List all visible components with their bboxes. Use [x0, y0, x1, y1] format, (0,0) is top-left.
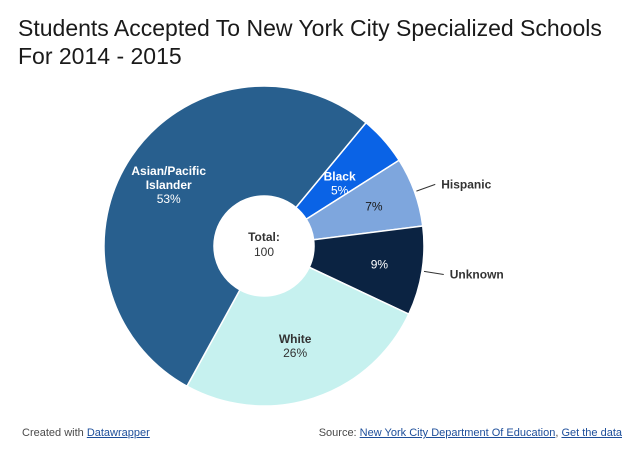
- chart-title: Students Accepted To New York City Speci…: [18, 15, 602, 69]
- leader-line-hispanic: [416, 183, 436, 192]
- slice-name-asian-pacific-islander-2: Islander: [146, 178, 192, 192]
- footer-credit: Created with Datawrapper: [22, 427, 150, 439]
- datawrapper-link[interactable]: Datawrapper: [86, 427, 150, 439]
- slice-value-white: 26%: [283, 346, 307, 360]
- center-total-value: 100: [254, 245, 274, 259]
- slice-value-hispanic: 7%: [365, 199, 383, 213]
- slice-name-unknown: Unknown: [450, 267, 504, 281]
- slice-value-asian-pacific-islander: 53%: [157, 192, 181, 206]
- slice-white: [185, 266, 410, 407]
- footer-separator: ,: [555, 427, 562, 439]
- created-with-text: Created with: [22, 427, 87, 439]
- slice-value-unknown: 9%: [371, 257, 389, 271]
- leader-line-unknown: [423, 270, 444, 275]
- source-link[interactable]: New York City Department Of Education: [359, 427, 556, 439]
- get-the-data-link[interactable]: Get the data: [561, 427, 622, 439]
- slice-name-asian-pacific-islander: Asian/Pacific: [131, 164, 206, 178]
- source-prefix: Source:: [318, 427, 360, 439]
- slice-name-black: Black: [324, 169, 356, 183]
- footer-source: Source: New York City Department Of Educ…: [319, 427, 622, 439]
- slice-value-black: 5%: [331, 183, 349, 197]
- center-total-label: Total:: [248, 230, 280, 244]
- slice-name-hispanic: Hispanic: [441, 177, 491, 191]
- slice-name-white: White: [279, 332, 312, 346]
- slice-asian-pacific-islander: [103, 85, 368, 388]
